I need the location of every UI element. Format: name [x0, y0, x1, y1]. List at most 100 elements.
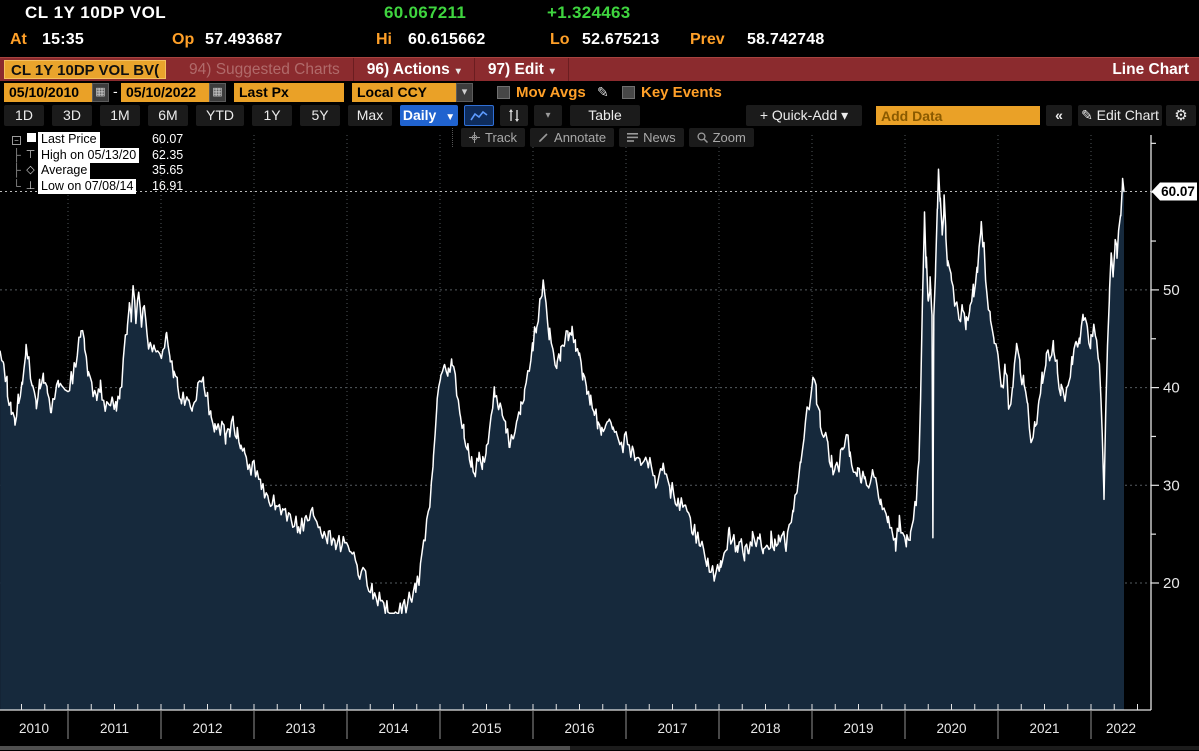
x-tick-label: 2022: [1106, 721, 1136, 736]
menu-bar: CL 1Y 10DP VOL BV( 94) Suggested Charts 9…: [0, 57, 1199, 82]
pencil-icon: [538, 132, 549, 143]
x-tick-label: 2014: [378, 721, 409, 736]
security-title: CL 1Y 10DP VOL: [25, 3, 167, 22]
legend-tree: ├: [12, 163, 21, 177]
price-type-field[interactable]: Last Px: [234, 83, 344, 102]
line-chart-icon: [470, 110, 488, 120]
zoom-button[interactable]: Zoom: [688, 128, 754, 147]
legend-value: 62.35: [151, 147, 184, 162]
mov-avgs-checkbox[interactable]: [497, 86, 510, 99]
period-button-6m[interactable]: 6M: [148, 105, 188, 126]
news-lines-icon: [627, 132, 639, 143]
scrollbar-thumb[interactable]: [0, 746, 570, 750]
x-tick-label: 2021: [1029, 721, 1059, 736]
period-button-ytd[interactable]: YTD: [196, 105, 244, 126]
track-label: Track: [485, 130, 518, 145]
menu-items: 94) Suggested Charts 96) Actions ▾ 97) Edit…: [176, 58, 569, 82]
chart-settings-row: 05/10/2010 ▦ - 05/10/2022 ▦ Last Px Loca…: [0, 81, 1199, 104]
period-button-1m[interactable]: 1M: [100, 105, 140, 126]
key-events-checkbox[interactable]: [622, 86, 635, 99]
date-to-field[interactable]: 05/10/2022: [121, 83, 209, 102]
currency-dropdown-caret-icon[interactable]: ▾: [456, 83, 473, 102]
quick-add-button[interactable]: + Quick-Add ▾: [746, 105, 862, 126]
y-tick-label: 30: [1163, 477, 1180, 494]
legend-label: Low on 07/08/14: [38, 178, 137, 194]
last-price-tag-value: 60.07: [1161, 184, 1195, 199]
legend-value: 60.07: [151, 132, 184, 146]
legend-label: High on 05/13/20: [38, 147, 140, 163]
last-price-tag: [1151, 182, 1197, 201]
chart-settings-gear-icon[interactable]: ⚙: [1166, 105, 1196, 126]
quote-field-value: 58.742748: [747, 31, 825, 48]
price-change: +1.324463: [547, 3, 631, 22]
x-tick-label: 2017: [657, 721, 687, 736]
quote-field-label: Lo: [550, 31, 570, 48]
news-label: News: [643, 130, 676, 145]
quote-bar: CL 1Y 10DP VOL 60.067211 +1.324463 At 15:…: [0, 0, 1199, 57]
legend-expander-icon[interactable]: −: [12, 136, 21, 145]
last-price: 60.067211: [384, 3, 467, 22]
legend-marker-high-icon: ⊤: [25, 148, 36, 161]
x-tick-label: 2010: [19, 721, 49, 736]
interval-caret-icon: ▼: [445, 112, 456, 123]
legend-marker-avg-icon: ◇: [26, 164, 35, 176]
legend-row[interactable]: └ ⊥ Low on 07/08/14 16.91: [10, 178, 183, 194]
menu-item--actions[interactable]: 96) Actions ▾: [354, 58, 475, 82]
security-input[interactable]: CL 1Y 10DP VOL BV(: [4, 60, 167, 79]
menu-caret-icon: ▾: [455, 66, 461, 77]
annotate-button[interactable]: Annotate: [530, 128, 615, 147]
legend-row[interactable]: ├ ◇ Average 35.65: [10, 163, 183, 179]
bar-interval-button[interactable]: [500, 105, 528, 126]
period-button-3d[interactable]: 3D: [52, 105, 92, 126]
news-button[interactable]: News: [619, 128, 684, 147]
menu-item--suggested-charts[interactable]: 94) Suggested Charts: [176, 58, 354, 82]
y-tick-label: 50: [1163, 282, 1180, 299]
collapse-panel-button[interactable]: «: [1046, 105, 1072, 126]
table-button[interactable]: Table: [570, 105, 640, 126]
legend-marker: [23, 132, 38, 148]
date-range-separator: -: [113, 83, 118, 99]
mov-avgs-pencil-icon[interactable]: ✎: [597, 84, 609, 100]
calendar-icon[interactable]: ▦: [92, 83, 109, 102]
legend-value: 35.65: [151, 163, 184, 177]
y-tick-label: 40: [1163, 380, 1180, 397]
area-fill: [0, 169, 1125, 710]
line-chart-type-button[interactable]: [464, 105, 494, 126]
chart-canvas[interactable]: 20 30 40 50 2010 2011 2012 2013 2014 2015 2016 2017…: [0, 127, 1199, 751]
period-button-max[interactable]: Max: [348, 105, 392, 126]
add-data-input[interactable]: [876, 106, 1040, 125]
quote-field-value: 57.493687: [205, 31, 283, 48]
magnifier-icon: [697, 132, 708, 143]
legend-row[interactable]: − Last Price 60.07: [10, 132, 183, 148]
ohlc-bars-icon: [509, 109, 519, 122]
mov-avgs-label[interactable]: Mov Avgs: [516, 84, 586, 101]
period-button-5y[interactable]: 5Y: [300, 105, 340, 126]
track-button[interactable]: Track: [461, 128, 526, 147]
period-button-1d[interactable]: 1D: [4, 105, 44, 126]
chart-region: 20 30 40 50 2010 2011 2012 2013 2014 2015 2016 2017…: [0, 127, 1199, 751]
legend-label: Last Price: [38, 132, 100, 148]
legend-tree: −: [10, 132, 23, 148]
currency-field[interactable]: Local CCY: [352, 83, 456, 102]
quote-field-label: At: [10, 31, 27, 48]
legend-tree: ├: [12, 147, 21, 162]
x-tick-label: 2013: [285, 721, 315, 736]
legend-row[interactable]: ├ ⊤ High on 05/13/20 62.35: [10, 147, 184, 163]
x-tick-label: 2011: [100, 721, 129, 736]
key-events-label[interactable]: Key Events: [641, 84, 722, 101]
x-tick-label: 2015: [471, 721, 501, 736]
menu-item--edit[interactable]: 97) Edit ▾: [475, 58, 569, 82]
annotate-label: Annotate: [554, 130, 607, 145]
chart-tools-bar: Track Annotate News Zoom: [452, 128, 754, 147]
crosshair-icon: [469, 132, 480, 143]
period-button-1y[interactable]: 1Y: [252, 105, 292, 126]
interval-select[interactable]: Daily ▼: [400, 105, 458, 126]
chart-type-more-caret[interactable]: ▾: [534, 105, 562, 126]
edit-chart-button[interactable]: ✎ Edit Chart: [1078, 105, 1162, 126]
horizontal-scrollbar[interactable]: [0, 746, 1199, 750]
y-tick-label: 20: [1163, 575, 1180, 592]
calendar-icon[interactable]: ▦: [209, 83, 226, 102]
chart-mode-label: Line Chart: [1112, 61, 1189, 78]
date-from-field[interactable]: 05/10/2010: [4, 83, 92, 102]
